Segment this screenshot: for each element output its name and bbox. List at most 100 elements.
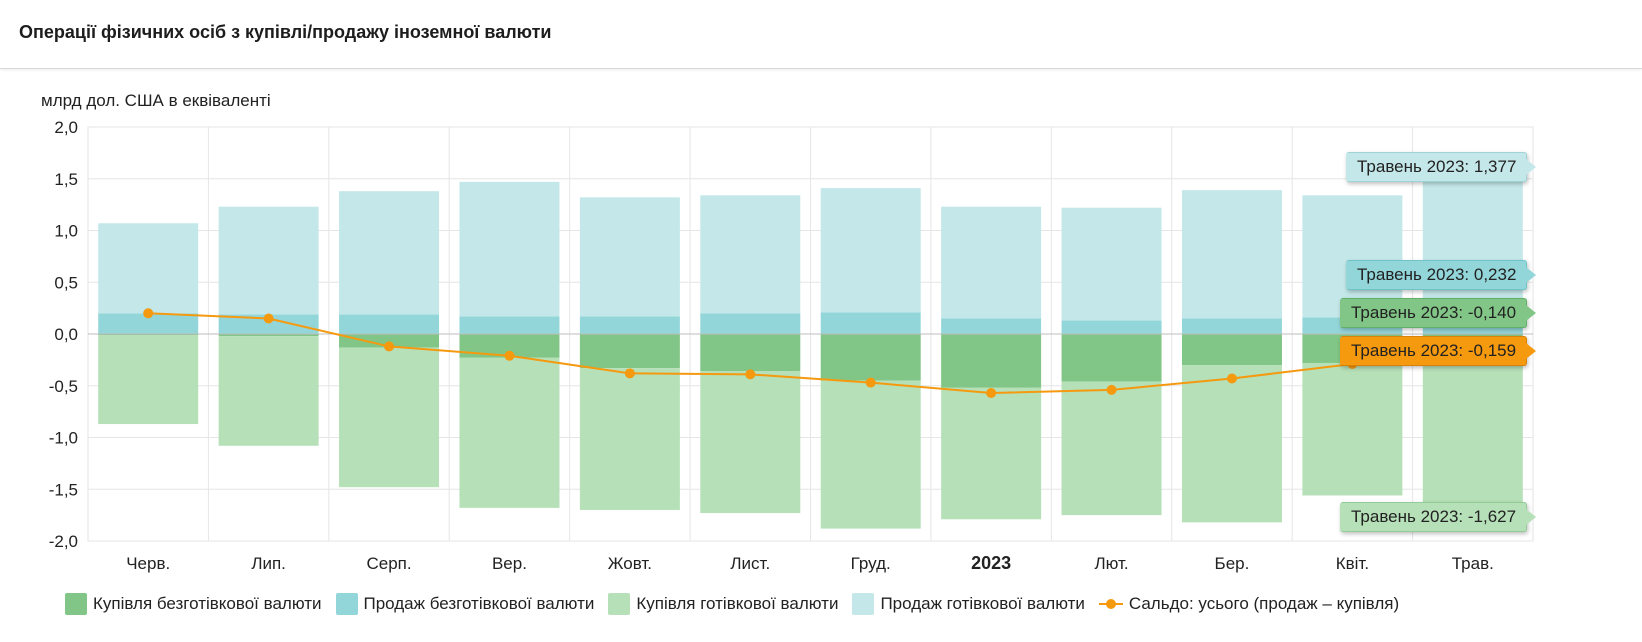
legend-item-balance[interactable]: Сальдо: усього (продаж – купівля)	[1098, 593, 1400, 615]
y-tick-label: 2,0	[54, 118, 78, 137]
legend-swatch	[608, 593, 631, 615]
legend: Купівля безготівкової валюти Продаж безг…	[65, 592, 1413, 616]
balance-point	[504, 350, 515, 361]
balance-point	[745, 369, 756, 380]
balance-point	[1226, 373, 1237, 384]
tooltip-label: Травень 2023: 1,377	[1346, 152, 1537, 182]
bar-noncash-sale	[1181, 318, 1282, 334]
bar-cash-purchase	[1061, 381, 1162, 516]
bar-noncash-purchase	[1181, 334, 1282, 366]
bar-noncash-sale	[218, 314, 319, 334]
bar-cash-purchase	[218, 336, 319, 446]
bar-cash-purchase	[941, 387, 1042, 520]
x-tick-label: Вер.	[492, 554, 527, 573]
bar-cash-purchase	[1302, 362, 1403, 496]
balance-line	[148, 312, 1473, 394]
x-tick-label: Квіт.	[1336, 554, 1369, 573]
bar-cash-sale	[218, 206, 319, 315]
x-tick-label: Груд.	[851, 554, 891, 573]
tooltip-label: Травень 2023: -1,627	[1340, 502, 1537, 532]
bar-noncash-purchase	[579, 334, 680, 369]
balance-point	[1106, 384, 1117, 395]
bar-cash-purchase	[1422, 348, 1523, 517]
bar-noncash-purchase	[941, 334, 1042, 388]
bar-cash-sale	[1302, 195, 1403, 318]
x-tick-label: Лют.	[1094, 554, 1128, 573]
x-tick-label: Жовт.	[608, 554, 652, 573]
x-tick-label: 2023	[971, 553, 1011, 573]
bar-cash-purchase	[339, 347, 440, 488]
balance-point	[384, 341, 395, 352]
legend-label: Купівля безготівкової валюти	[93, 594, 322, 613]
y-tick-label: 0,5	[54, 273, 78, 292]
x-tick-label: Трав.	[1452, 554, 1494, 573]
bar-noncash-sale	[339, 314, 440, 334]
y-tick-label: 0,0	[54, 325, 78, 344]
bar-noncash-sale	[459, 316, 560, 334]
bar-cash-purchase	[820, 380, 921, 529]
bar-noncash-purchase	[1061, 334, 1162, 382]
x-tick-label: Серп.	[366, 554, 411, 573]
bar-noncash-purchase	[98, 334, 199, 336]
x-tick-label: Бер.	[1215, 554, 1250, 573]
x-tick-label: Лип.	[251, 554, 286, 573]
balance-point	[865, 377, 876, 388]
legend-item-noncash-purchase[interactable]: Купівля безготівкової валюти	[65, 593, 322, 615]
bar-noncash-sale	[98, 313, 199, 334]
bar-noncash-purchase	[459, 334, 560, 358]
bar-noncash-sale	[820, 312, 921, 334]
bar-cash-sale	[941, 206, 1042, 319]
legend-label: Продаж безготівкової валюти	[363, 594, 595, 613]
y-axis-unit-label: млрд дол. США в еквіваленті	[41, 91, 271, 110]
y-tick-label: -1,5	[49, 480, 78, 499]
balance-point	[263, 313, 274, 324]
chart-header: Операції фізичних осіб з купівлі/продажу…	[0, 0, 1642, 69]
bar-cash-purchase	[700, 371, 801, 514]
bar-cash-purchase	[459, 357, 560, 508]
x-tick-label: Черв.	[126, 554, 170, 573]
balance-point	[143, 308, 154, 319]
x-tick-label: Лист.	[730, 554, 770, 573]
bar-noncash-sale	[700, 313, 801, 334]
legend-swatch	[852, 593, 875, 615]
bar-noncash-sale	[1061, 320, 1162, 334]
bar-noncash-purchase	[820, 334, 921, 381]
y-tick-label: 1,0	[54, 222, 78, 241]
balance-point	[986, 387, 997, 398]
legend-label: Купівля готівкової валюти	[636, 594, 839, 613]
legend-label: Продаж готівкової валюти	[880, 594, 1085, 613]
chart-plot: 2,0 1,5 1,0 0,5 0,0 -0,5 -1,0 -1,5 -2,0 Черв. Лип.…	[49, 118, 1534, 573]
bar-cash-purchase	[1181, 365, 1282, 523]
bar-cash-sale	[820, 188, 921, 313]
legend-label: Сальдо: усього (продаж – купівля)	[1128, 594, 1400, 613]
bar-noncash-sale	[941, 318, 1042, 334]
bar-cash-sale	[700, 195, 801, 314]
bar-cash-purchase	[579, 368, 680, 510]
bar-noncash-purchase	[339, 334, 440, 348]
legend-swatch	[65, 593, 87, 615]
bar-cash-sale	[1061, 207, 1162, 321]
tooltip-label: Травень 2023: -0,140	[1340, 298, 1537, 328]
legend-item-cash-sale[interactable]: Продаж готівкової валюти	[852, 593, 1085, 615]
legend-swatch	[335, 593, 358, 615]
bar-cash-sale	[459, 181, 560, 317]
bar-cash-purchase	[98, 335, 199, 425]
y-tick-label: 1,5	[54, 170, 78, 189]
y-tick-label: -0,5	[49, 377, 78, 396]
legend-line-marker-icon	[1098, 593, 1123, 615]
bar-noncash-purchase	[700, 334, 801, 372]
y-tick-label: -2,0	[49, 532, 78, 551]
bar-cash-sale	[1181, 190, 1282, 319]
tooltip-label: Травень 2023: 0,232	[1346, 260, 1537, 290]
bar-cash-sale	[339, 191, 440, 315]
bar-noncash-purchase	[218, 334, 319, 337]
legend-item-cash-purchase[interactable]: Купівля готівкової валюти	[608, 593, 838, 615]
y-tick-label: -1,0	[49, 429, 78, 448]
bar-noncash-sale	[579, 316, 680, 334]
balance-point	[624, 368, 635, 379]
legend-item-noncash-sale[interactable]: Продаж безготівкової валюти	[335, 593, 595, 615]
tooltip-label: Травень 2023: -0,159	[1340, 336, 1537, 366]
chart-title: Операції фізичних осіб з купівлі/продажу…	[19, 22, 552, 42]
bar-cash-sale	[98, 223, 199, 314]
bar-cash-sale	[579, 197, 680, 317]
